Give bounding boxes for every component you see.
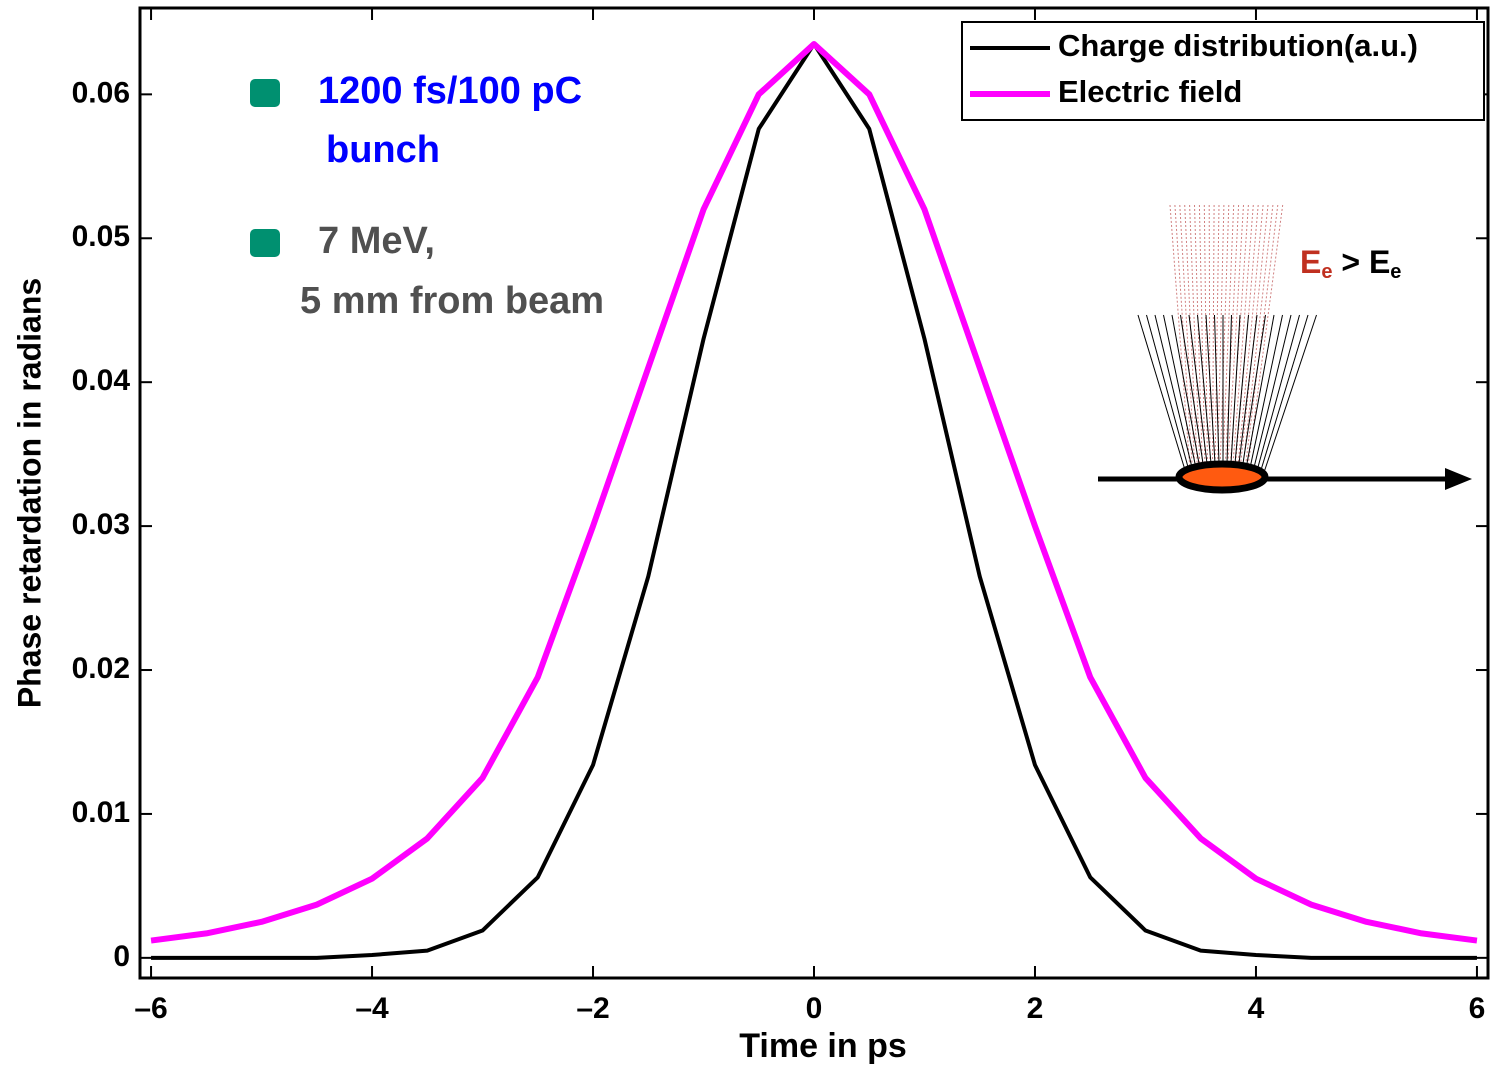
x-tick-label: –6: [134, 992, 167, 1025]
series-line: [150, 40, 1478, 944]
y-axis-label: Phase retardation in radians: [11, 278, 47, 708]
annotation: 5 mm from beam: [300, 280, 604, 322]
inset-label: Ee > Ee: [1300, 244, 1401, 283]
y-tick-label: 0.05: [72, 220, 130, 253]
legend-label: Electric field: [1058, 74, 1242, 109]
annotation: 7 MeV,: [318, 220, 435, 262]
legend-box: [961, 21, 1485, 121]
y-tick-label: 0.03: [72, 508, 130, 541]
inset-diagram: [1098, 204, 1472, 494]
y-tick-label: 0: [113, 940, 130, 973]
x-tick-label: 4: [1248, 992, 1265, 1025]
y-tick-label: 0.02: [72, 652, 130, 685]
legend-label: Charge distribution(a.u.): [1058, 28, 1418, 63]
bullet: [250, 229, 280, 257]
annotation: 1200 fs/100 pC: [318, 70, 582, 112]
annotation: bunch: [326, 129, 440, 171]
y-tick-label: 0.06: [72, 76, 130, 109]
bullet: [250, 79, 280, 107]
x-tick-label: 6: [1469, 992, 1486, 1025]
x-tick-label: 2: [1027, 992, 1044, 1025]
x-tick-label: 0: [806, 992, 823, 1025]
y-tick-label: 0.04: [72, 364, 131, 397]
plot-frame: [138, 6, 1490, 980]
x-tick-label: –2: [576, 992, 609, 1025]
x-axis-label: Time in ps: [739, 1027, 907, 1065]
x-tick-label: –4: [355, 992, 389, 1025]
y-tick-label: 0.01: [72, 796, 130, 829]
series-line: [151, 41, 1477, 960]
